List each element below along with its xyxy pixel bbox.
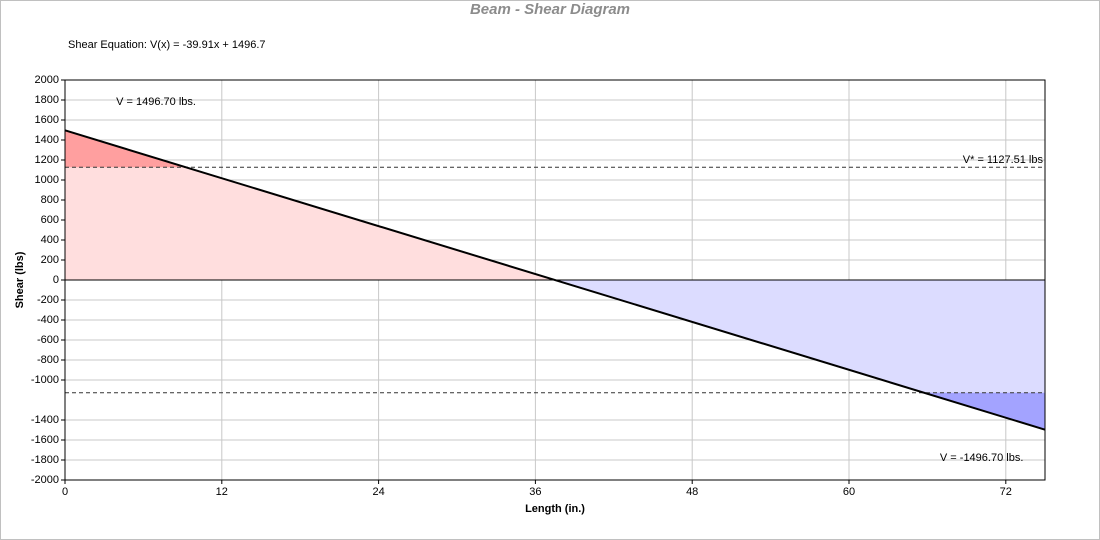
- y-tick-label: -200: [37, 294, 59, 306]
- y-tick-label: 2000: [35, 74, 59, 86]
- annotation: V = -1496.70 lbs.: [940, 452, 1023, 464]
- y-axis-label: Shear (lbs): [14, 251, 26, 308]
- y-tick-label: 200: [41, 254, 59, 266]
- x-tick-label: 48: [686, 486, 698, 498]
- y-tick-label: -2000: [31, 474, 59, 486]
- y-tick-label: -1600: [31, 434, 59, 446]
- annotation: V = 1496.70 lbs.: [116, 96, 196, 108]
- y-tick-label: 0: [53, 274, 59, 286]
- positive-area: [65, 130, 1045, 280]
- x-tick-label: 12: [216, 486, 228, 498]
- x-tick-label: 36: [529, 486, 541, 498]
- y-tick-label: -1000: [31, 374, 59, 386]
- x-tick-label: 24: [372, 486, 384, 498]
- negative-area: [65, 280, 1045, 430]
- y-tick-label: 800: [41, 194, 59, 206]
- y-tick-label: -400: [37, 314, 59, 326]
- y-tick-label: 600: [41, 214, 59, 226]
- shear-line: [64, 129, 1046, 431]
- x-tick-label: 60: [843, 486, 855, 498]
- x-axis-label: Length (in.): [525, 503, 585, 515]
- y-tick-label: -800: [37, 354, 59, 366]
- y-tick-label: 1000: [35, 174, 59, 186]
- y-tick-label: -1400: [31, 414, 59, 426]
- y-tick-label: 1400: [35, 134, 59, 146]
- y-tick-label: 400: [41, 234, 59, 246]
- y-tick-label: -600: [37, 334, 59, 346]
- y-tick-label: -1800: [31, 454, 59, 466]
- equation: Shear Equation: V(x) = -39.91x + 1496.7: [68, 39, 266, 51]
- annotation: V* = 1127.51 lbs: [963, 154, 1044, 166]
- y-tick-label: 1600: [35, 114, 59, 126]
- x-tick-label: 0: [62, 486, 68, 498]
- x-tick-label: 72: [1000, 486, 1012, 498]
- y-tick-label: 1200: [35, 154, 59, 166]
- chart-title: Beam - Shear Diagram: [470, 1, 630, 18]
- y-tick-label: 1800: [35, 94, 59, 106]
